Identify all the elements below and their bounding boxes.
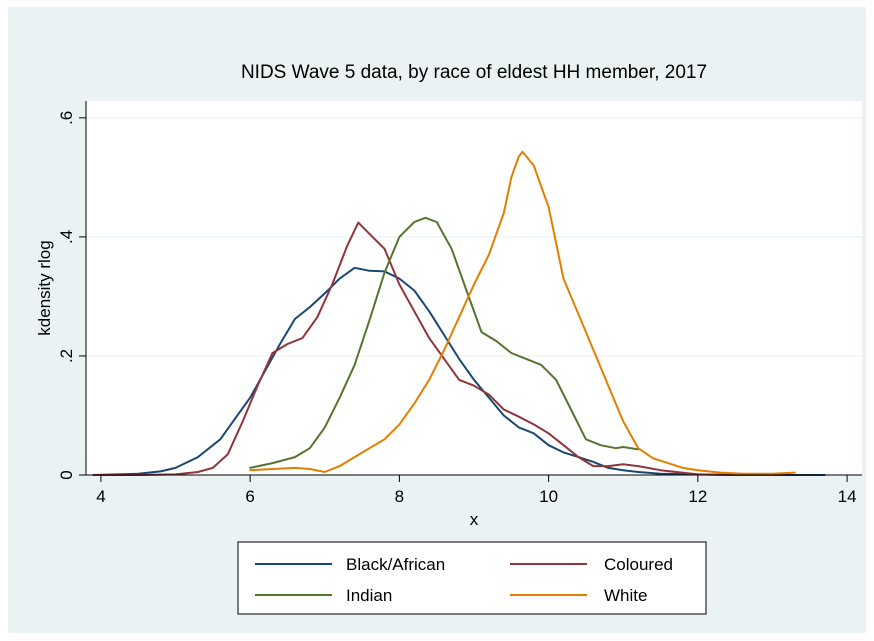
series-line-black-african <box>92 266 826 476</box>
y-tick-label-2: .4 <box>57 230 76 244</box>
grid-lines <box>86 117 862 357</box>
legend-box <box>237 541 707 615</box>
legend-label-black-african: Black/African <box>346 555 445 574</box>
series-line-coloured <box>92 221 774 476</box>
y-axis-label: kdensity rlog <box>35 240 54 335</box>
x-tick-label-2: 8 <box>395 487 404 506</box>
series-line-indian <box>249 216 640 469</box>
x-tick-label-5: 14 <box>838 487 857 506</box>
legend-label-coloured: Coloured <box>604 555 673 574</box>
legend: Black/African Coloured Indian White <box>237 541 707 615</box>
chart-title: NIDS Wave 5 data, by race of eldest HH m… <box>241 62 707 83</box>
x-tick-label-0: 4 <box>96 487 105 506</box>
x-ticks: 4 6 8 10 12 14 <box>96 475 857 506</box>
x-tick-label-1: 6 <box>245 487 254 506</box>
y-tick-label-1: .2 <box>57 349 76 363</box>
x-tick-label-3: 10 <box>539 487 558 506</box>
series-line-white <box>249 150 796 475</box>
legend-label-indian: Indian <box>346 586 392 605</box>
y-tick-label-0: 0 <box>57 470 76 479</box>
series-lines <box>92 150 826 476</box>
x-tick-label-4: 12 <box>688 487 707 506</box>
legend-label-white: White <box>604 586 647 605</box>
x-axis-label: x <box>470 510 479 529</box>
y-ticks: 0 .2 .4 .6 <box>57 111 86 480</box>
plot-area <box>86 101 862 475</box>
y-tick-label-3: .6 <box>57 111 76 125</box>
